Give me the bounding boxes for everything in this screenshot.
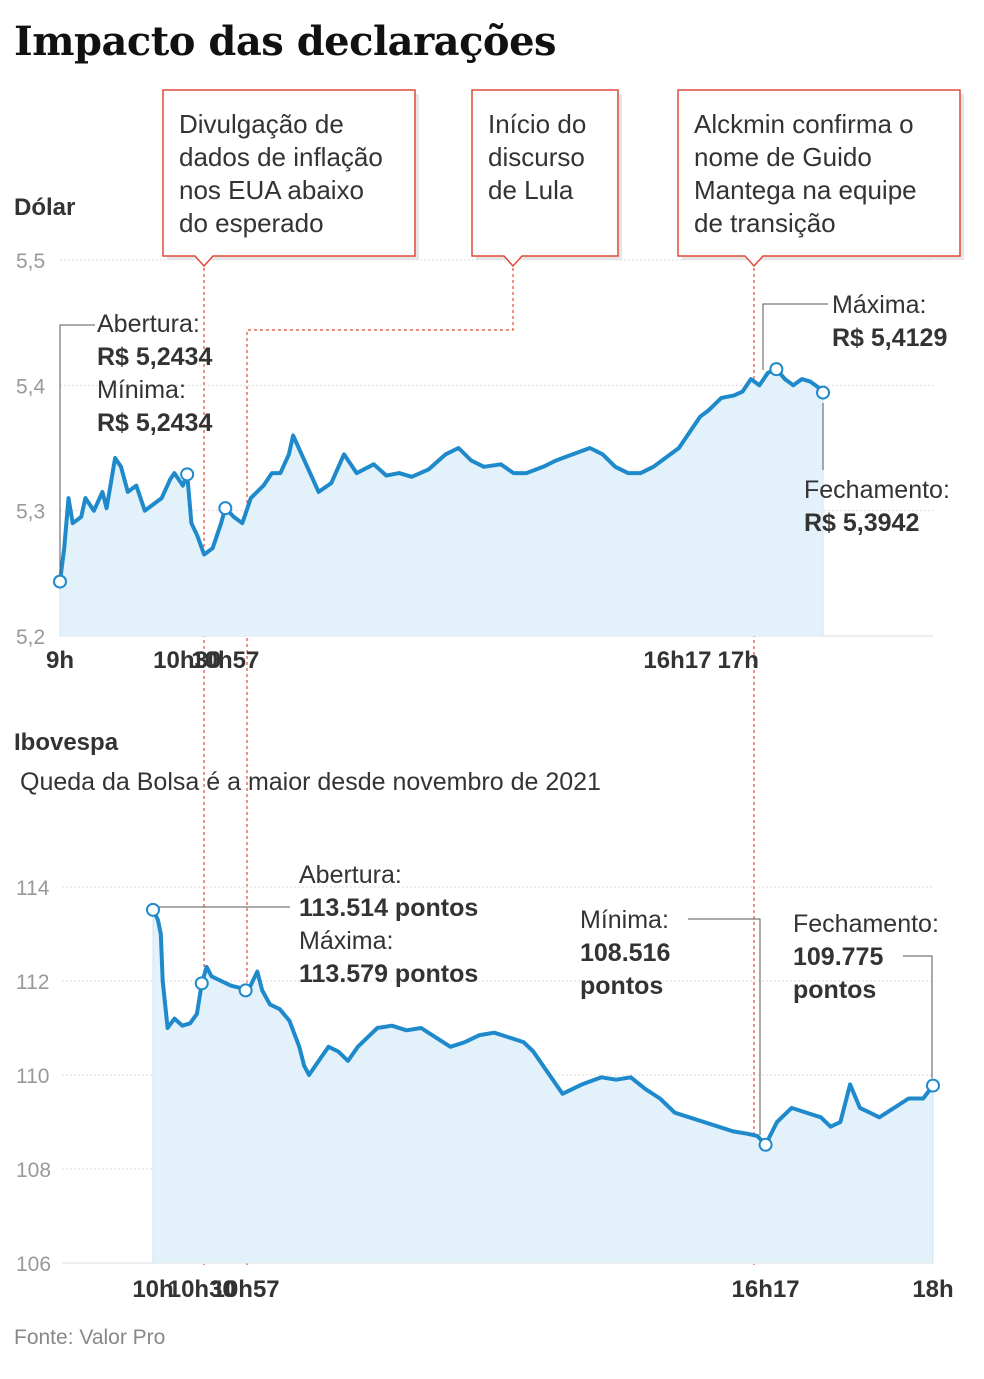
callout-box bbox=[471, 89, 619, 268]
annotation-value: pontos bbox=[793, 976, 876, 1004]
annotation-value: 113.579 pontos bbox=[299, 960, 478, 988]
series-area bbox=[60, 369, 823, 636]
section-title: Dólar bbox=[14, 194, 75, 221]
chart-title: Impacto das declarações bbox=[14, 18, 557, 65]
series-line bbox=[151, 907, 935, 1147]
annotation-value: 113.514 pontos bbox=[299, 894, 478, 922]
data-point-marker bbox=[180, 467, 195, 482]
leader-line bbox=[903, 955, 933, 1078]
annotation-fechamento: Fechamento: 109.775 pontos bbox=[793, 910, 939, 1004]
annotation-value: pontos bbox=[580, 972, 663, 1000]
y-tick-label: 108 bbox=[16, 1159, 51, 1182]
x-tick-label: 10h bbox=[132, 1276, 173, 1303]
callout-text: Alckmin confirma o bbox=[694, 109, 914, 139]
callout-text: discurso bbox=[488, 142, 585, 172]
series-area bbox=[153, 909, 933, 1263]
callout-text: de transição bbox=[694, 208, 836, 238]
y-tick-label: 112 bbox=[16, 971, 49, 994]
annotation-minima: Mínima: R$ 5,2434 bbox=[97, 376, 212, 437]
annotation-label: Abertura: bbox=[299, 861, 402, 889]
annotation-label: Fechamento: bbox=[793, 910, 939, 938]
section-subtitle: Queda da Bolsa é a maior desde novembro … bbox=[20, 768, 601, 796]
x-tick-label: 16h17 bbox=[643, 647, 711, 674]
x-tick-label: 9h bbox=[46, 647, 74, 674]
data-point-marker bbox=[816, 385, 830, 400]
x-tick-label: 10h30 bbox=[168, 1276, 236, 1303]
x-tick-label: 10h57 bbox=[191, 647, 259, 674]
annotation-label: Mínima: bbox=[97, 376, 186, 404]
y-tick-label: 114 bbox=[16, 877, 50, 900]
source-note: Fonte: Valor Pro bbox=[14, 1326, 166, 1349]
data-point-marker bbox=[146, 902, 160, 917]
annotation-label: Mínima: bbox=[580, 906, 669, 934]
series-line bbox=[58, 367, 825, 584]
y-tick-label: 5,5 bbox=[16, 250, 45, 273]
annotation-minima: Mínima: 108.516 pontos bbox=[580, 906, 670, 1000]
callout-box bbox=[677, 89, 961, 268]
annotation-label: Abertura: bbox=[97, 310, 200, 338]
leader-line bbox=[688, 918, 761, 1135]
callout-text: de Lula bbox=[488, 175, 574, 205]
annotation-value: R$ 5,2434 bbox=[97, 343, 212, 371]
callout-text: nome de Guido bbox=[694, 142, 872, 172]
data-point-marker bbox=[218, 501, 233, 516]
callout-text: dados de inflação bbox=[179, 142, 383, 172]
x-tick-label: 16h17 bbox=[732, 1276, 800, 1303]
annotation-abertura: Abertura: 113.514 pontos bbox=[299, 861, 478, 922]
data-point-marker bbox=[238, 983, 253, 998]
annotation-value: R$ 5,4129 bbox=[832, 324, 947, 352]
y-tick-label: 106 bbox=[16, 1253, 51, 1276]
event-line-10h57 bbox=[246, 262, 514, 1265]
annotation-label: Fechamento: bbox=[804, 476, 950, 504]
data-point-marker bbox=[926, 1078, 940, 1093]
annotation-value: 108.516 bbox=[580, 939, 670, 967]
annotation-fechamento: Fechamento: R$ 5,3942 bbox=[804, 476, 950, 537]
callout-text: Divulgação de bbox=[179, 109, 344, 139]
data-point-marker bbox=[194, 976, 209, 991]
annotation-maxima: Máxima: R$ 5,4129 bbox=[832, 291, 947, 352]
y-tick-label: 110 bbox=[16, 1065, 49, 1088]
annotation-value: R$ 5,3942 bbox=[804, 509, 919, 537]
y-tick-label: 5,4 bbox=[16, 375, 46, 398]
data-point-marker bbox=[53, 574, 67, 589]
callout-text: Mantega na equipe bbox=[694, 175, 917, 205]
ibovespa-chart: Ibovespa Queda da Bolsa é a maior desde n… bbox=[14, 729, 954, 1303]
x-tick-label: 10h30 bbox=[153, 647, 221, 674]
annotation-value: 109.775 bbox=[793, 943, 883, 971]
callout-text: nos EUA abaixo bbox=[179, 175, 364, 205]
annotation-maxima: Máxima: 113.579 pontos bbox=[299, 927, 478, 988]
callout-text: Início do bbox=[488, 109, 586, 139]
annotation-value: R$ 5,2434 bbox=[97, 409, 212, 437]
annotation-abertura: Abertura: R$ 5,2434 bbox=[97, 310, 212, 371]
data-point-marker bbox=[758, 1137, 773, 1152]
leader-line bbox=[59, 324, 95, 573]
y-tick-label: 5,2 bbox=[16, 626, 45, 649]
callout-text: do esperado bbox=[179, 208, 324, 238]
leader-line bbox=[762, 303, 828, 370]
y-tick-label: 5,3 bbox=[16, 501, 45, 524]
x-tick-label: 18h bbox=[912, 1276, 953, 1303]
x-tick-label: 10h57 bbox=[212, 1276, 280, 1303]
callout-box bbox=[162, 89, 416, 268]
annotation-label: Máxima: bbox=[299, 927, 393, 955]
section-title: Ibovespa bbox=[14, 729, 119, 756]
x-tick-label: 17h bbox=[718, 647, 759, 674]
data-point-marker bbox=[769, 362, 784, 377]
annotation-label: Máxima: bbox=[832, 291, 926, 319]
